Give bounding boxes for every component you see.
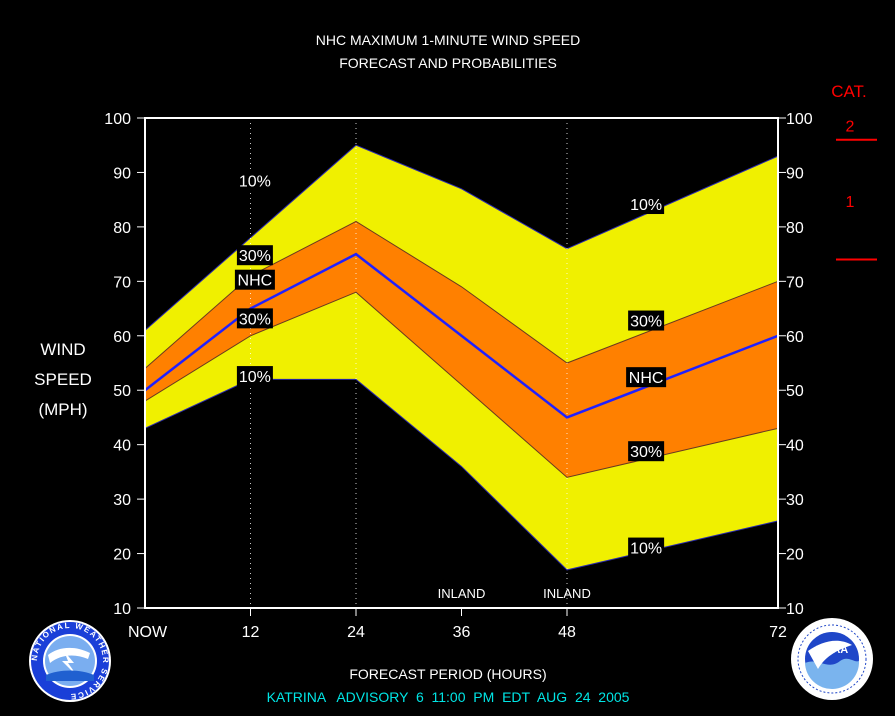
noaa-logo: NOAA xyxy=(791,618,873,700)
y-tick-label-left-30: 30 xyxy=(113,492,131,509)
series-upper-10-edge xyxy=(144,144,779,331)
y-tick-label-left-60: 60 xyxy=(113,329,131,346)
y-axis-label: WIND SPEED (MPH) xyxy=(34,340,92,419)
y-tick-label-right-80: 80 xyxy=(786,220,804,237)
band-label-box-3 xyxy=(236,308,273,329)
nws-logo: NATIONAL WEATHER SERVICE xyxy=(29,620,111,702)
nhc-forecast-line xyxy=(144,252,779,419)
band-label-8: 30% xyxy=(630,444,662,461)
band-label-0: 10% xyxy=(239,174,271,191)
y-tick-label-right-20: 20 xyxy=(786,547,804,564)
inland-labels: INLAND INLAND xyxy=(438,586,591,601)
chart-title: NHC MAXIMUM 1-MINUTE WIND SPEED xyxy=(316,32,580,48)
x-tick-label-48: 48 xyxy=(558,624,576,641)
noaa-logo-text: NOAA xyxy=(816,644,848,656)
band-label-4: 10% xyxy=(239,369,271,386)
band-label-box-1 xyxy=(236,245,273,266)
y-axis-label-line-1: SPEED xyxy=(34,370,92,389)
x-tick-label-12: 12 xyxy=(242,624,260,641)
x-tick-label-36: 36 xyxy=(453,624,471,641)
band-label-box-5 xyxy=(628,194,665,215)
series-upper-30-edge xyxy=(144,220,779,369)
x-tick-label-24: 24 xyxy=(347,624,365,641)
y-axis-label-line-2: (MPH) xyxy=(38,400,87,419)
y-tick-label-left-20: 20 xyxy=(113,547,131,564)
x-tick-label-72: 72 xyxy=(769,624,787,641)
y-tick-label-right-100: 100 xyxy=(786,111,813,128)
x-axis: NOW 12 24 36 48 72 xyxy=(128,608,787,641)
chart-subtitle: FORECAST AND PROBABILITIES xyxy=(339,55,557,71)
category-scale: CAT. 2 1 xyxy=(831,82,877,261)
band-label-box-8 xyxy=(628,441,665,462)
category-label-2: 2 xyxy=(846,119,855,136)
y-tick-label-left-100: 100 xyxy=(104,111,131,128)
band-label-1: 30% xyxy=(239,248,271,265)
band-label-9: 10% xyxy=(630,541,662,558)
advisory-footer: KATRINA ADVISORY 6 11:00 PM EDT AUG 24 2… xyxy=(267,689,630,705)
band-label-2: NHC xyxy=(238,273,273,290)
series-lower-10-edge xyxy=(144,378,779,571)
y-axis-left: 10 20 30 40 50 60 70 80 90 100 xyxy=(104,111,145,618)
y-tick-label-right-10: 10 xyxy=(786,601,804,618)
y-axis-label-line-0: WIND xyxy=(40,340,85,359)
band-label-5: 10% xyxy=(630,197,662,214)
y-tick-label-left-70: 70 xyxy=(113,274,131,291)
probability-bands xyxy=(144,144,779,571)
x-axis-label: FORECAST PERIOD (HOURS) xyxy=(349,666,546,682)
band-label-box-0 xyxy=(236,170,273,191)
band-label-box-7 xyxy=(626,367,667,388)
inland-label-48: INLAND xyxy=(543,586,591,601)
y-tick-label-left-40: 40 xyxy=(113,438,131,455)
lightning-icon xyxy=(62,651,78,677)
y-tick-label-left-50: 50 xyxy=(113,383,131,400)
band-label-6: 30% xyxy=(630,314,662,331)
y-tick-label-right-90: 90 xyxy=(786,165,804,182)
category-title: CAT. xyxy=(831,82,867,101)
band-label-box-4 xyxy=(236,366,273,387)
y-tick-label-right-50: 50 xyxy=(786,383,804,400)
band-30-percent xyxy=(145,221,778,478)
y-tick-label-right-40: 40 xyxy=(786,438,804,455)
vertical-gridlines xyxy=(250,118,568,608)
band-label-box-9 xyxy=(628,537,665,558)
band-labels: 10% 30% NHC 30% 10% 10% 30% NHC 30% 10% xyxy=(234,170,667,558)
x-tick-label-now: NOW xyxy=(128,624,168,641)
y-tick-label-left-10: 10 xyxy=(113,601,131,618)
band-label-3: 30% xyxy=(239,311,271,328)
y-tick-label-left-80: 80 xyxy=(113,220,131,237)
y-axis-right: 10 20 30 40 50 60 70 80 90 100 xyxy=(778,111,813,618)
inland-label-36: INLAND xyxy=(438,586,486,601)
y-tick-label-right-60: 60 xyxy=(786,329,804,346)
category-label-1: 1 xyxy=(846,194,855,211)
y-tick-label-right-70: 70 xyxy=(786,274,804,291)
series-lower-30-edge xyxy=(144,291,779,478)
band-label-box-6 xyxy=(628,310,665,331)
y-tick-label-right-30: 30 xyxy=(786,492,804,509)
y-tick-label-left-90: 90 xyxy=(113,165,131,182)
band-label-7: NHC xyxy=(629,370,664,387)
band-label-box-2 xyxy=(234,269,275,290)
